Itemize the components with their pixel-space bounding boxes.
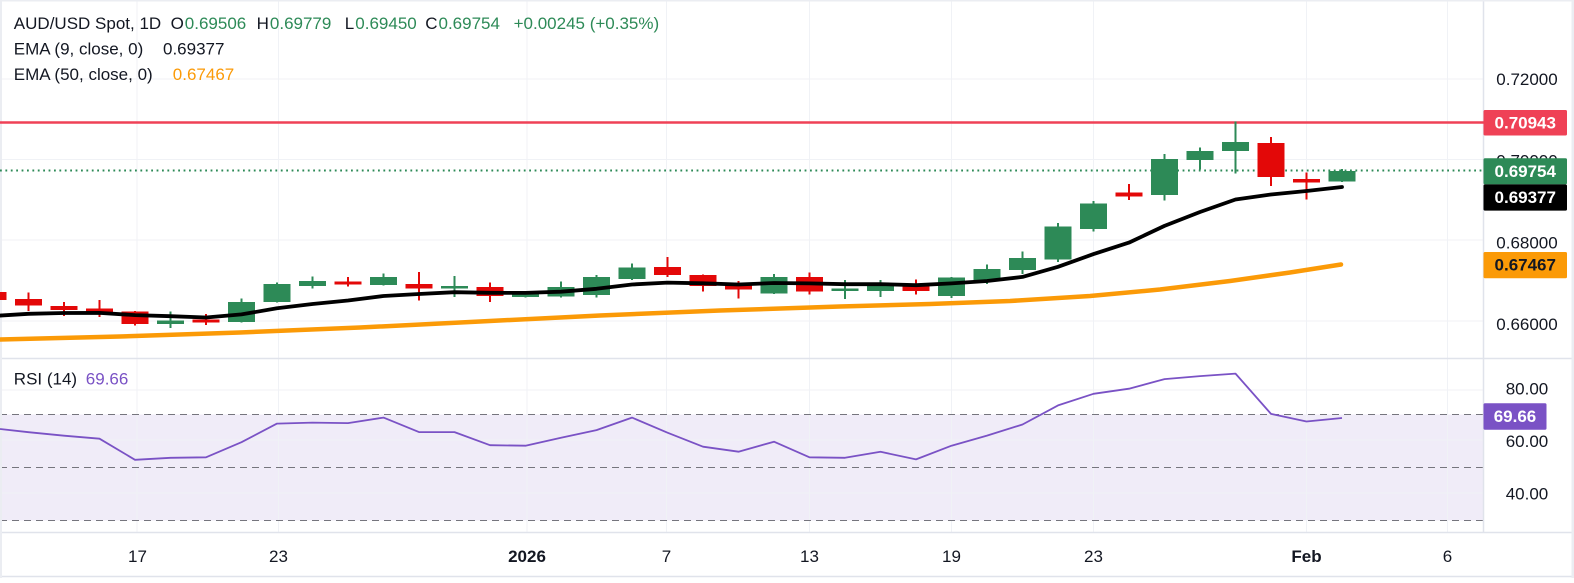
svg-text:+0.00245 (+0.35%): +0.00245 (+0.35%) <box>514 14 660 33</box>
svg-text:H: H <box>257 14 269 33</box>
svg-text:19: 19 <box>942 547 961 566</box>
svg-text:69.66: 69.66 <box>1494 407 1537 426</box>
svg-text:0.72000: 0.72000 <box>1496 70 1557 89</box>
svg-text:0.69754: 0.69754 <box>439 14 500 33</box>
svg-text:0.67467: 0.67467 <box>1495 256 1556 275</box>
svg-text:0.69506: 0.69506 <box>185 14 246 33</box>
svg-text:C: C <box>425 14 437 33</box>
svg-text:EMA (50, close, 0): EMA (50, close, 0) <box>14 65 153 84</box>
svg-text:69.66: 69.66 <box>86 370 129 389</box>
svg-text:0.69450: 0.69450 <box>355 14 416 33</box>
svg-text:40.00: 40.00 <box>1506 485 1549 504</box>
svg-text:0.70943: 0.70943 <box>1495 113 1556 132</box>
svg-text:0.67467: 0.67467 <box>173 65 234 84</box>
svg-text:Feb: Feb <box>1291 547 1321 566</box>
svg-text:23: 23 <box>269 547 288 566</box>
svg-text:2026: 2026 <box>508 547 546 566</box>
svg-text:60.00: 60.00 <box>1506 432 1549 451</box>
svg-text:EMA (9, close, 0): EMA (9, close, 0) <box>14 40 143 59</box>
svg-text:RSI (14): RSI (14) <box>14 370 77 389</box>
svg-text:AUD/USD Spot, 1D: AUD/USD Spot, 1D <box>14 14 161 33</box>
svg-text:L: L <box>345 14 354 33</box>
svg-text:0.68000: 0.68000 <box>1496 233 1557 252</box>
svg-text:80.00: 80.00 <box>1506 380 1549 399</box>
svg-text:0.69754: 0.69754 <box>1495 162 1557 181</box>
svg-text:0.66000: 0.66000 <box>1496 315 1557 334</box>
svg-text:6: 6 <box>1443 547 1452 566</box>
svg-text:13: 13 <box>800 547 819 566</box>
svg-text:23: 23 <box>1084 547 1103 566</box>
svg-text:0.69377: 0.69377 <box>163 40 224 59</box>
svg-text:17: 17 <box>128 547 147 566</box>
svg-text:0.69779: 0.69779 <box>270 14 331 33</box>
svg-text:7: 7 <box>662 547 671 566</box>
svg-text:O: O <box>171 14 184 33</box>
svg-text:0.69377: 0.69377 <box>1495 188 1556 207</box>
